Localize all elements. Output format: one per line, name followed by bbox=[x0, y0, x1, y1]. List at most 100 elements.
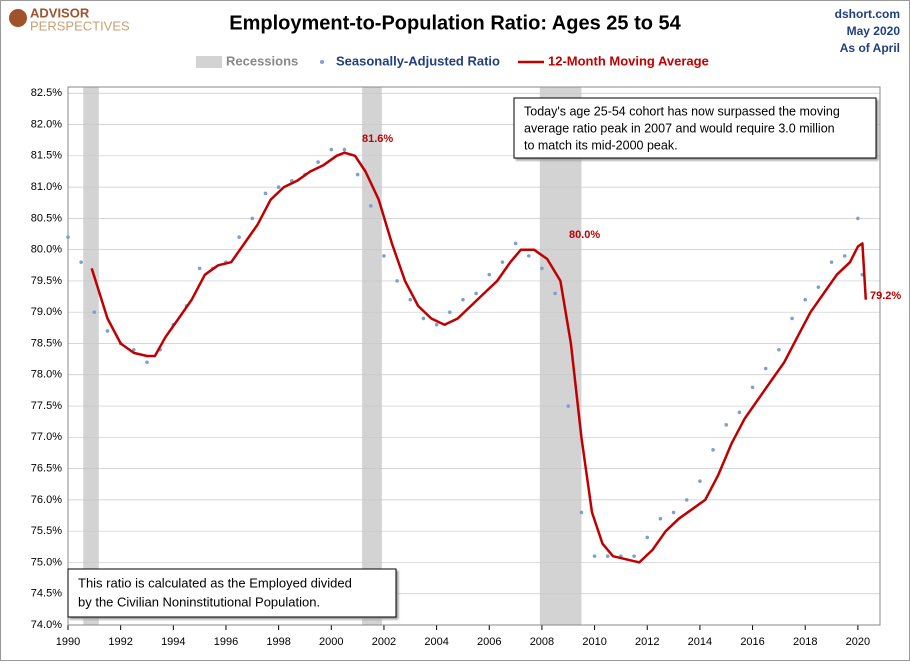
data-point bbox=[842, 254, 847, 258]
data-point bbox=[395, 279, 399, 283]
data-point bbox=[474, 291, 478, 296]
data-point bbox=[803, 297, 808, 302]
data-point bbox=[79, 260, 83, 264]
legend-label: Seasonally-Adjusted Ratio bbox=[336, 53, 500, 68]
data-point bbox=[66, 235, 70, 239]
annotation: 81.6% bbox=[362, 133, 393, 145]
data-point bbox=[763, 366, 768, 371]
data-point bbox=[500, 260, 505, 264]
data-point bbox=[750, 385, 755, 390]
recession-band bbox=[362, 87, 382, 625]
data-point bbox=[645, 535, 650, 540]
data-point bbox=[605, 554, 610, 558]
data-point bbox=[579, 510, 584, 515]
data-point bbox=[197, 266, 202, 271]
data-point bbox=[829, 260, 834, 264]
y-tick-label: 74.5% bbox=[31, 588, 62, 600]
data-point bbox=[408, 297, 413, 302]
data-point bbox=[447, 310, 452, 315]
data-point bbox=[145, 360, 149, 365]
x-tick-label: 1994 bbox=[161, 636, 185, 648]
moving-average-line bbox=[90, 151, 868, 564]
legend-swatch bbox=[320, 60, 324, 64]
y-tick-label: 78.0% bbox=[31, 369, 62, 381]
x-tick-label: 2020 bbox=[846, 636, 870, 648]
data-point bbox=[540, 266, 544, 271]
data-point bbox=[856, 216, 860, 221]
data-point bbox=[276, 185, 281, 189]
data-point bbox=[382, 254, 386, 258]
note-text: to match its mid-2000 peak. bbox=[524, 138, 678, 152]
as-of: As of April bbox=[840, 41, 900, 55]
x-tick-label: 2012 bbox=[635, 636, 659, 648]
footnote-text: This ratio is calculated as the Employed… bbox=[78, 575, 352, 590]
plot-border bbox=[67, 86, 881, 626]
data-point bbox=[316, 160, 320, 164]
data-point bbox=[250, 216, 255, 221]
recession-band bbox=[83, 87, 99, 625]
x-tick-label: 1998 bbox=[266, 636, 290, 648]
logo-top: ADVISOR bbox=[30, 5, 90, 20]
x-tick-label: 1996 bbox=[214, 636, 238, 648]
data-point bbox=[658, 516, 663, 521]
legend: Recessions Seasonally-Adjusted Ratio 12-… bbox=[196, 53, 709, 68]
data-point bbox=[237, 235, 241, 239]
legend-swatch bbox=[196, 56, 222, 68]
annotation: 79.2% bbox=[870, 290, 901, 302]
x-tick-label: 2016 bbox=[740, 636, 764, 648]
data-point bbox=[461, 297, 465, 302]
y-tick-label: 82.0% bbox=[31, 118, 62, 130]
data-point bbox=[553, 291, 557, 296]
y-tick-label: 76.5% bbox=[31, 463, 62, 475]
data-point bbox=[487, 272, 492, 277]
y-tick-label: 75.5% bbox=[31, 525, 62, 537]
x-tick-label: 2000 bbox=[319, 636, 343, 648]
recession-band bbox=[539, 87, 582, 625]
data-point bbox=[711, 448, 715, 452]
y-tick-label: 78.5% bbox=[31, 337, 62, 349]
note-text: average ratio peak in 2007 and would req… bbox=[524, 121, 835, 135]
y-tick-label: 77.0% bbox=[31, 431, 62, 443]
data-point bbox=[329, 147, 334, 152]
x-tick-label: 2006 bbox=[477, 636, 501, 648]
source: dshort.com bbox=[835, 7, 900, 21]
x-tick-label: 1990 bbox=[56, 636, 80, 648]
data-point bbox=[684, 498, 689, 502]
note-box bbox=[513, 97, 877, 159]
data-point bbox=[263, 191, 268, 196]
y-tick-label: 79.0% bbox=[31, 306, 62, 318]
date: May 2020 bbox=[847, 24, 901, 38]
data-point bbox=[724, 423, 729, 427]
chart-title: Employment-to-Population Ratio: Ages 25 … bbox=[229, 12, 681, 34]
data-point bbox=[816, 285, 821, 289]
y-tick-label: 81.0% bbox=[31, 181, 62, 193]
y-tick-label: 75.0% bbox=[31, 556, 62, 568]
x-tick-label: 2008 bbox=[530, 636, 554, 648]
logo-icon bbox=[9, 9, 27, 27]
y-tick-label: 79.5% bbox=[31, 275, 62, 287]
data-point bbox=[421, 316, 426, 321]
data-point bbox=[526, 254, 531, 258]
data-point bbox=[513, 241, 518, 246]
x-tick-label: 2010 bbox=[582, 636, 606, 648]
data-point bbox=[790, 316, 794, 321]
data-point bbox=[671, 510, 676, 515]
data-point bbox=[132, 347, 136, 352]
y-tick-label: 81.5% bbox=[31, 150, 62, 162]
y-tick-label: 74.0% bbox=[31, 619, 62, 631]
annotation: 80.0% bbox=[569, 229, 600, 241]
y-tick-label: 82.5% bbox=[31, 87, 62, 99]
data-point bbox=[592, 554, 597, 558]
footnote-box bbox=[67, 568, 397, 618]
x-tick-label: 2004 bbox=[424, 636, 448, 648]
data-point bbox=[368, 204, 373, 208]
legend-label: Recessions bbox=[226, 53, 298, 68]
data-point bbox=[342, 147, 347, 152]
note-text: Today's age 25-54 cohort has now surpass… bbox=[524, 104, 840, 118]
data-point bbox=[434, 322, 439, 327]
data-point bbox=[777, 347, 781, 352]
y-tick-label: 80.5% bbox=[31, 212, 62, 224]
data-point bbox=[566, 404, 571, 408]
x-tick-label: 2002 bbox=[372, 636, 396, 648]
